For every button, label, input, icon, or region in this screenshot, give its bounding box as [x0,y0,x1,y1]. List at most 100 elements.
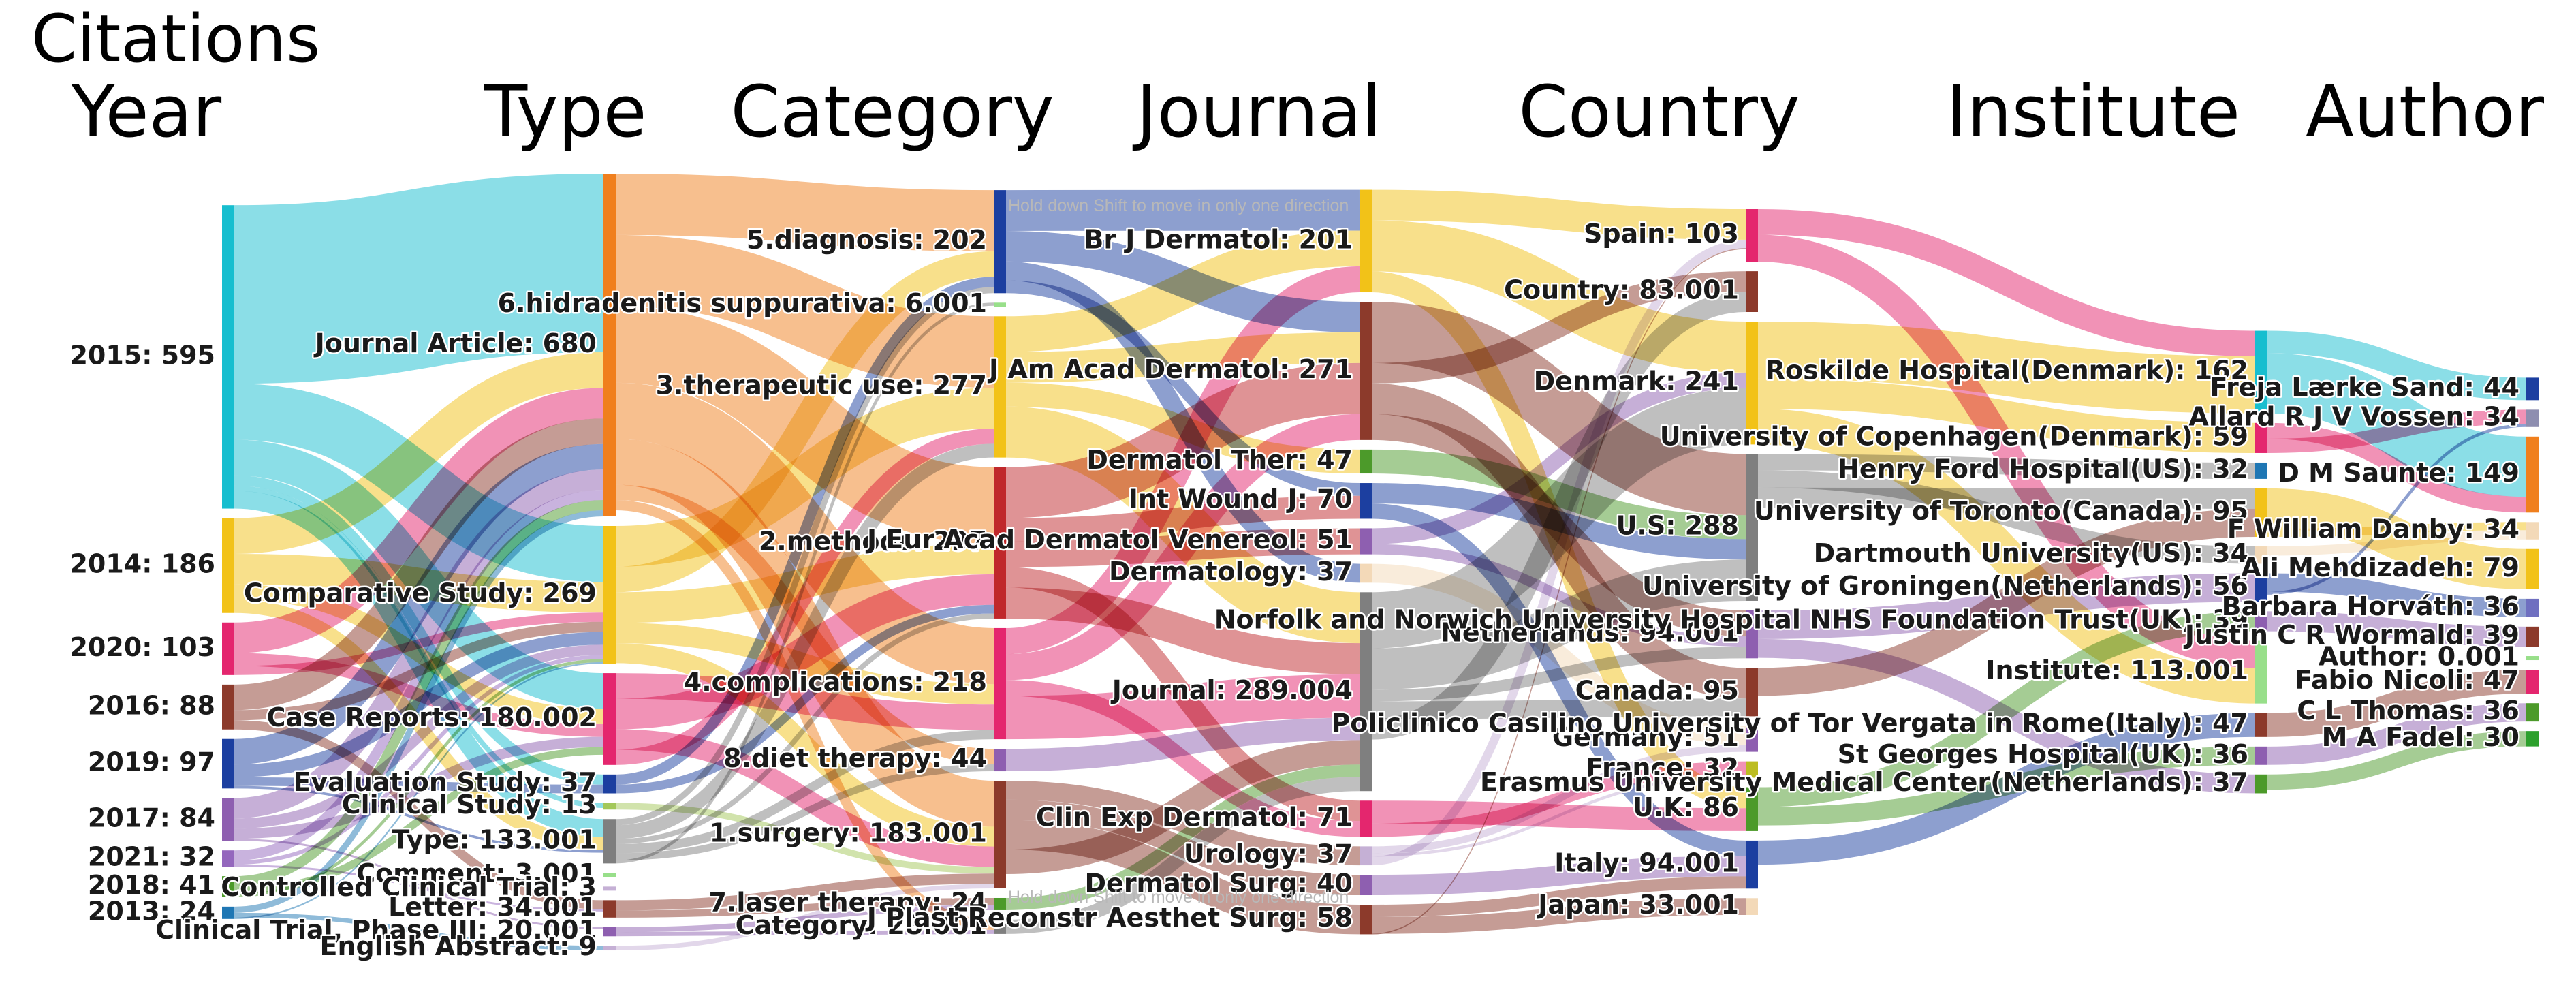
link-jJour-kCountry[interactable] [1371,292,1746,740]
link-jJPRAS-kItaly[interactable] [1371,876,1746,917]
node-jJPRAS[interactable] [1360,905,1372,935]
link-cComp-jJour[interactable] [1005,674,1360,740]
link-iSG-aCLT[interactable] [2267,703,2527,765]
link-cComp-jBJD[interactable] [1005,266,1360,655]
link-y2017-tCT3[interactable] [234,839,604,929]
link-tCS-cSurg[interactable] [615,643,994,847]
node-tEA[interactable] [603,946,616,951]
link-iUCph-aDMS[interactable] [2267,422,2527,513]
node-jBJD[interactable] [1360,189,1372,293]
link-iRos-aFreja[interactable] [2267,330,2527,401]
node-kCan[interactable] [1746,668,1758,717]
link-tCS-cDiag[interactable] [615,251,994,593]
link-jDS-kItaly[interactable] [1371,856,1746,896]
link-jJAAD-kUS[interactable] [1371,302,1746,516]
node-aAuthor[interactable] [2526,656,2539,661]
link-jBJD-kDen[interactable] [1371,220,1746,373]
node-jJEADV[interactable] [1360,528,1372,555]
link-iPol-aFabio[interactable] [2267,670,2527,737]
link-cComp-jJAAD[interactable] [1005,414,1360,681]
link-kDen-iInst[interactable] [1757,408,2256,704]
link-iNNUH-aJustin[interactable] [2267,611,2527,647]
link-tLet-cSurg[interactable] [615,873,994,911]
node-tJA[interactable] [603,174,616,516]
link-y2018-tCS[interactable] [234,659,604,897]
node-y2017[interactable] [222,798,234,841]
node-jJour[interactable] [1360,592,1372,792]
link-kUK-iNNUH[interactable] [1757,611,2256,807]
link-iEras-aFadel[interactable] [2267,731,2527,790]
node-aCLT[interactable] [2526,703,2539,722]
link-y2018-tJA[interactable] [234,500,604,887]
node-y2019[interactable] [222,738,234,789]
link-cSurg-jJPRAS[interactable] [1005,820,1360,935]
link-y2013-tJA[interactable] [234,510,604,913]
node-iUCph[interactable] [2255,422,2267,453]
link-tLet-cLaser[interactable] [615,897,994,918]
link-kUS-iHF[interactable] [1757,454,2256,479]
link-y2014-tJA[interactable] [234,352,604,554]
link-kCan-iUofT[interactable] [1757,508,2256,696]
node-aDanby[interactable] [2526,522,2539,540]
node-cCat[interactable] [994,919,1006,934]
link-y2021-tLet[interactable] [234,865,604,912]
link-iDart-aDanby[interactable] [2267,530,2527,556]
node-y2016[interactable] [222,684,234,730]
node-tCT3[interactable] [603,927,616,937]
link-jBJD-kSpain[interactable] [1371,189,1746,240]
link-tType-cComp[interactable] [615,730,994,854]
node-kSpain[interactable] [1746,209,1758,262]
link-tCS-cTU[interactable] [615,388,994,567]
link-iUCph-aAllard[interactable] [2267,409,2527,453]
link-cDiet-jJour[interactable] [1005,717,1360,772]
link-kDen-iRos[interactable] [1757,321,2256,414]
link-kUS-iUofT[interactable] [1757,487,2256,509]
node-iUofT[interactable] [2255,488,2267,538]
link-jUro-kGer[interactable] [1371,745,1746,854]
node-kItaly[interactable] [1746,840,1758,889]
node-tLet[interactable] [603,900,616,918]
node-tCom[interactable] [603,873,616,877]
node-tCS[interactable] [603,525,616,664]
link-y2015-tJA[interactable] [234,174,604,384]
node-y2018[interactable] [222,876,234,897]
link-y2017-tCR[interactable] [234,736,604,839]
node-y2020[interactable] [222,622,234,675]
node-jCED[interactable] [1360,800,1372,837]
node-aDMS[interactable] [2526,436,2539,513]
link-tJA-cDiag[interactable] [615,173,994,251]
node-cTU[interactable] [994,316,1006,458]
link-y2020-tJA[interactable] [234,388,604,653]
node-iSG[interactable] [2255,746,2267,765]
link-y2013-tCS[interactable] [234,662,604,919]
node-cLaser[interactable] [994,897,1006,910]
link-jJour-kUS[interactable] [1371,559,1746,690]
node-iPol[interactable] [2255,713,2267,737]
node-cComp[interactable] [994,627,1006,740]
link-y2021-tJA[interactable] [234,490,604,861]
link-tEA-cSurg[interactable] [615,884,994,951]
link-jUro-kFra[interactable] [1371,775,1746,857]
node-iInst[interactable] [2255,640,2267,704]
link-jUro-kSpain[interactable] [1371,239,1746,866]
node-kJapan[interactable] [1746,898,1758,915]
node-y2014[interactable] [222,518,234,613]
node-iGron[interactable] [2255,573,2267,602]
link-kItaly-iPol[interactable] [1757,713,2256,865]
node-jDS[interactable] [1360,875,1372,896]
link-tType-cHS[interactable] [615,302,994,864]
node-kFra[interactable] [1746,761,1758,778]
node-jDerm[interactable] [1360,563,1372,583]
node-kNeth[interactable] [1746,610,1758,659]
node-jJAAD[interactable] [1360,302,1372,440]
node-jDT[interactable] [1360,449,1372,474]
link-tES-cMeth[interactable] [615,604,994,794]
node-cSurg[interactable] [994,781,1006,888]
link-tType-cDiag[interactable] [615,287,994,826]
link-tCR-cTU[interactable] [615,428,994,765]
node-tES[interactable] [603,774,616,794]
link-tType-cTU[interactable] [615,443,994,839]
node-y2021[interactable] [222,850,234,867]
node-tClS[interactable] [603,803,616,810]
node-cMeth[interactable] [994,467,1006,619]
